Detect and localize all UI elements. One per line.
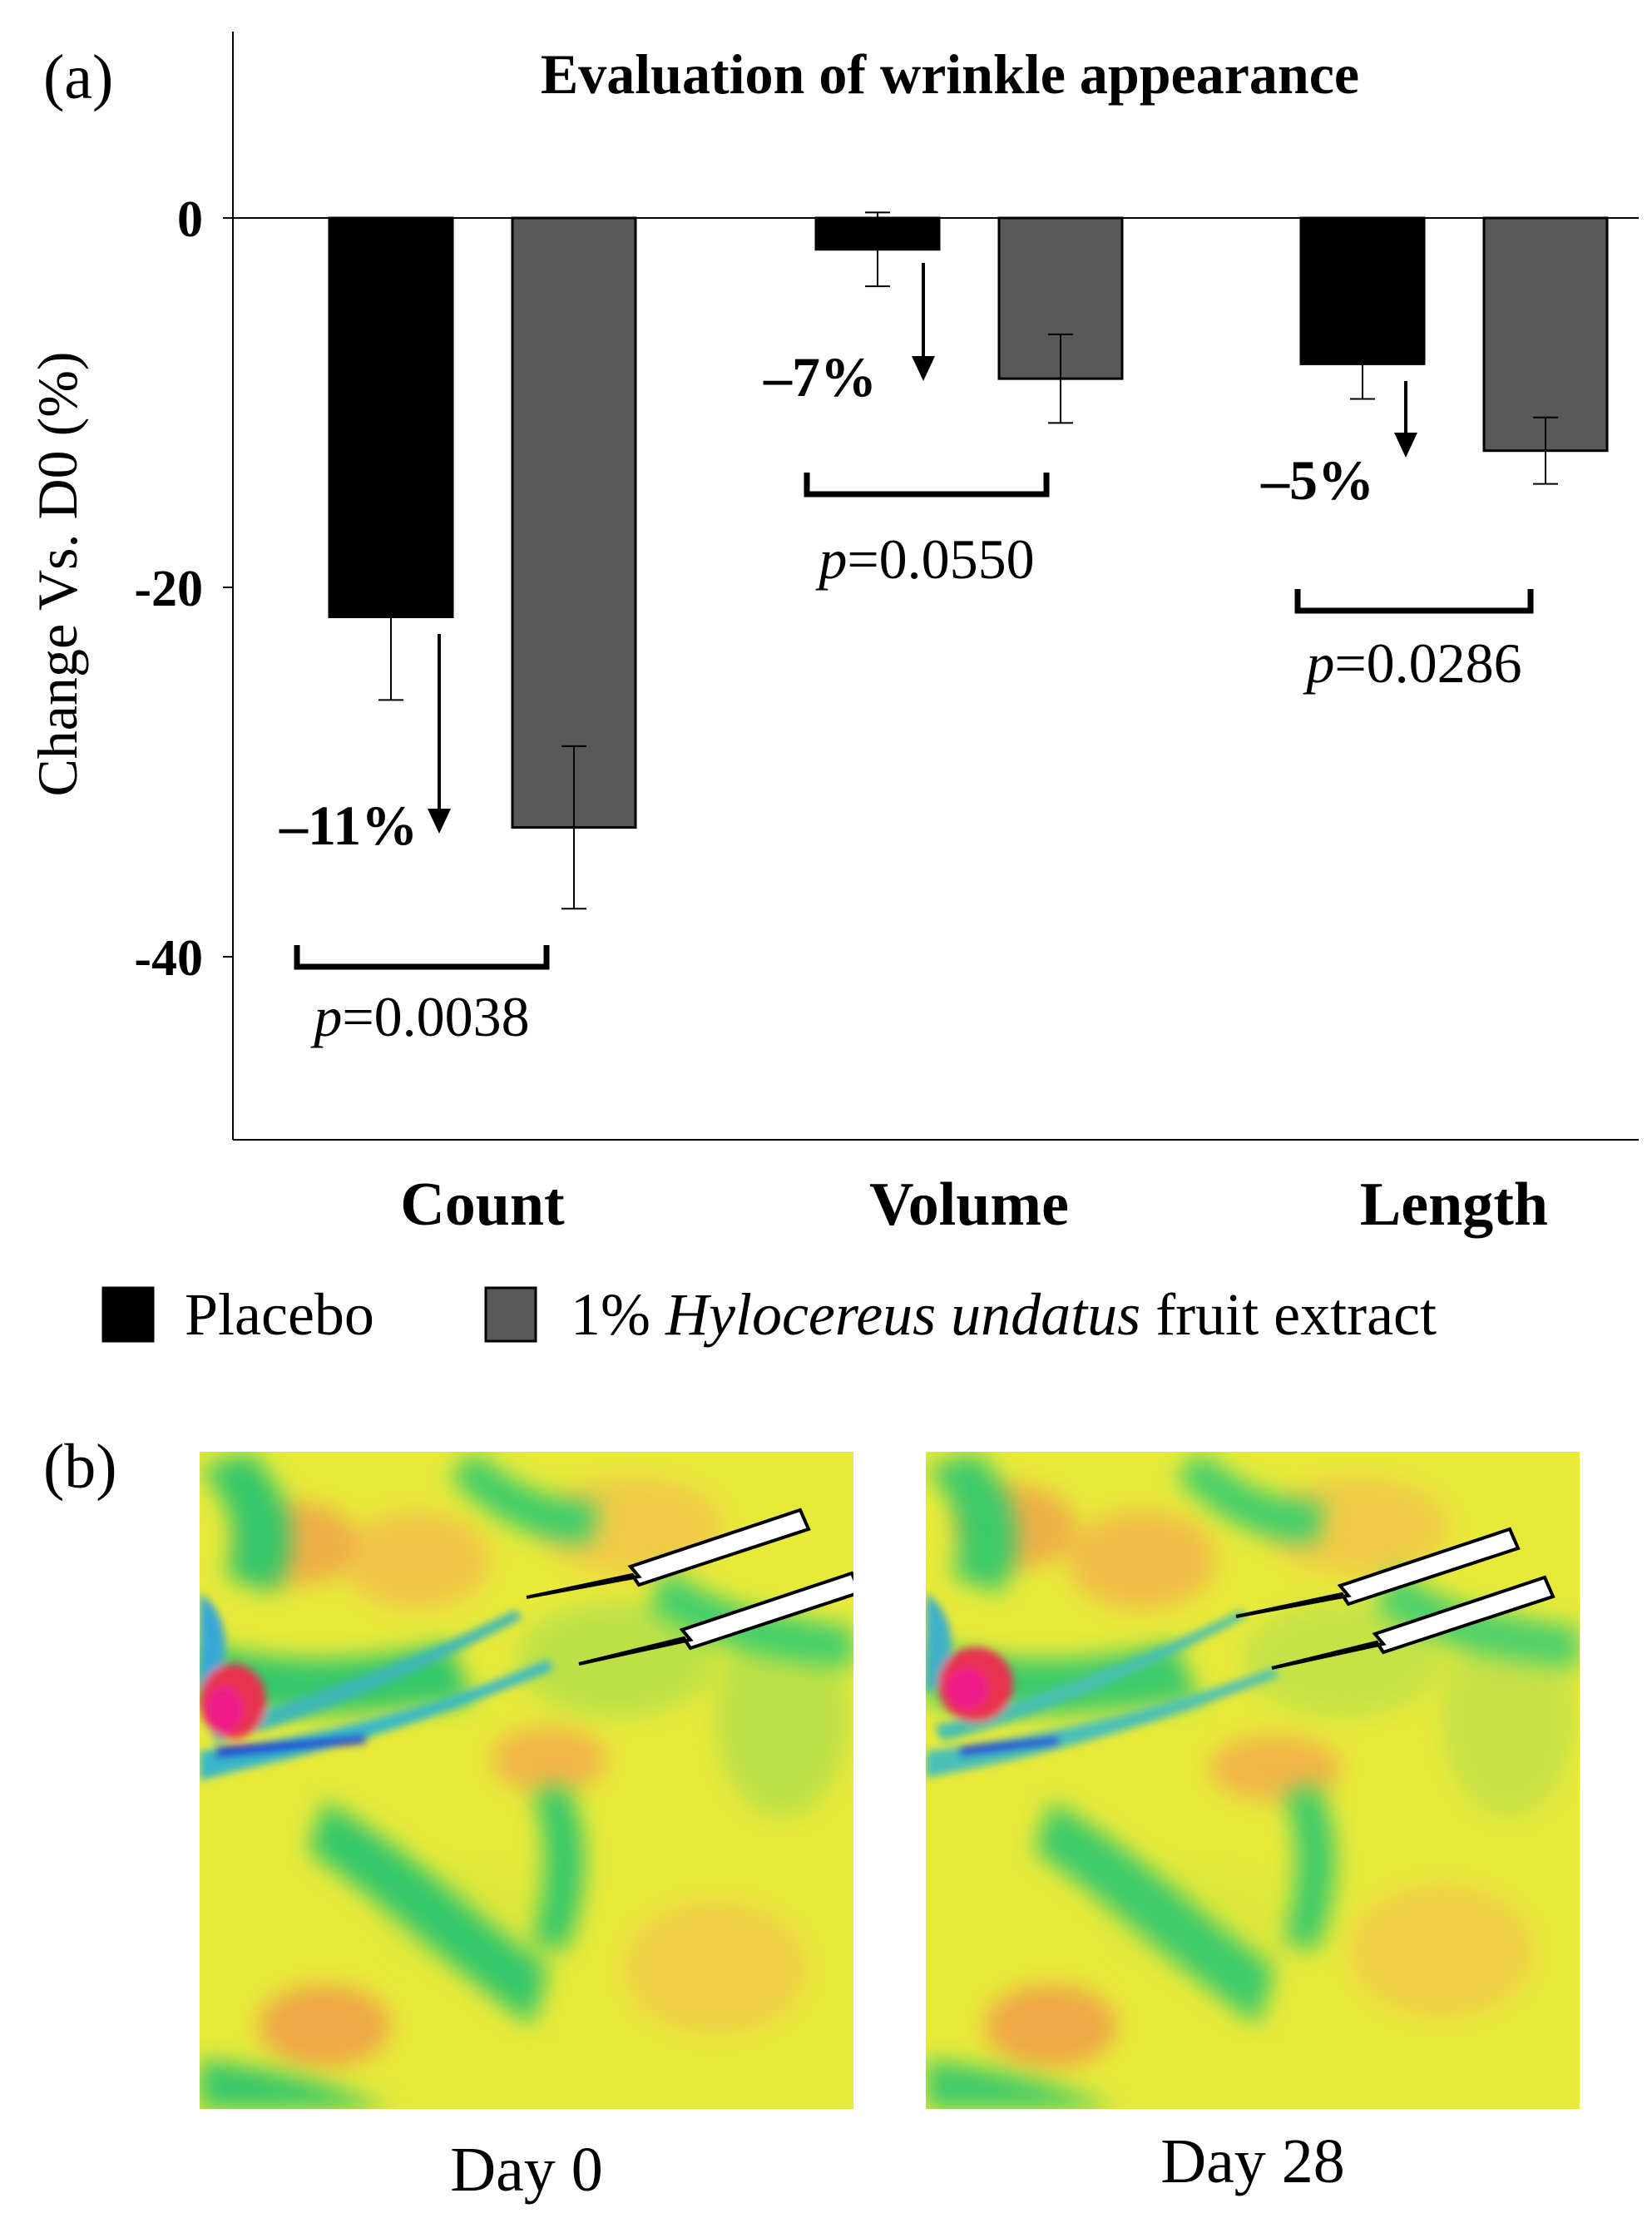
- y-tick-label: 0: [177, 191, 203, 248]
- heatmap-day28: [926, 1452, 1580, 2109]
- chart-title: Evaluation of wrinkle appearance: [541, 42, 1359, 106]
- significance-bracket: [804, 473, 1050, 498]
- caption-day28: Day 28: [1160, 2126, 1345, 2196]
- wrinkle-heatmap-image-day0: [200, 1452, 853, 2109]
- y-tick-label: -20: [134, 561, 203, 617]
- p-value-label: p=0.0038: [310, 985, 529, 1048]
- bar: [1482, 216, 1609, 453]
- wrinkle-heatmap-image-day28: [926, 1452, 1580, 2109]
- significance-bracket: [294, 945, 550, 970]
- x-tick-label: Volume: [869, 1171, 1069, 1239]
- significance-bracket: [1294, 589, 1534, 614]
- legend-swatch-extract: [484, 1286, 537, 1343]
- difference-label: –11%: [279, 794, 418, 857]
- panel-a-label: (a): [43, 42, 113, 112]
- difference-label: –5%: [1260, 448, 1374, 512]
- legend-label-placebo: Placebo: [185, 1281, 374, 1348]
- x-tick-label: Count: [400, 1171, 565, 1239]
- difference-arrowhead: [428, 809, 451, 834]
- panel-b-label: (b): [43, 1432, 117, 1502]
- caption-day0: Day 0: [450, 2135, 603, 2205]
- wrinkle-bar-chart: 0 -20 -40 (a) Evaluation of wrinkle appearan…: [26, 32, 1639, 1348]
- legend-swatch-placebo: [101, 1286, 155, 1343]
- y-axis-label: Change Vs. D0 (%): [26, 351, 89, 796]
- difference-arrowhead: [912, 356, 935, 381]
- bar: [511, 216, 637, 829]
- x-tick-label: Length: [1360, 1171, 1548, 1239]
- legend-label-extract: 1% Hylocereus undatus fruit extract: [571, 1281, 1437, 1348]
- p-value-label: p=0.0550: [815, 527, 1034, 591]
- p-value-label: p=0.0286: [1303, 631, 1521, 695]
- difference-label: –7%: [763, 345, 877, 408]
- y-tick-label: -40: [134, 930, 203, 987]
- difference-arrowhead: [1394, 433, 1417, 458]
- heatmap-day0: [200, 1452, 853, 2109]
